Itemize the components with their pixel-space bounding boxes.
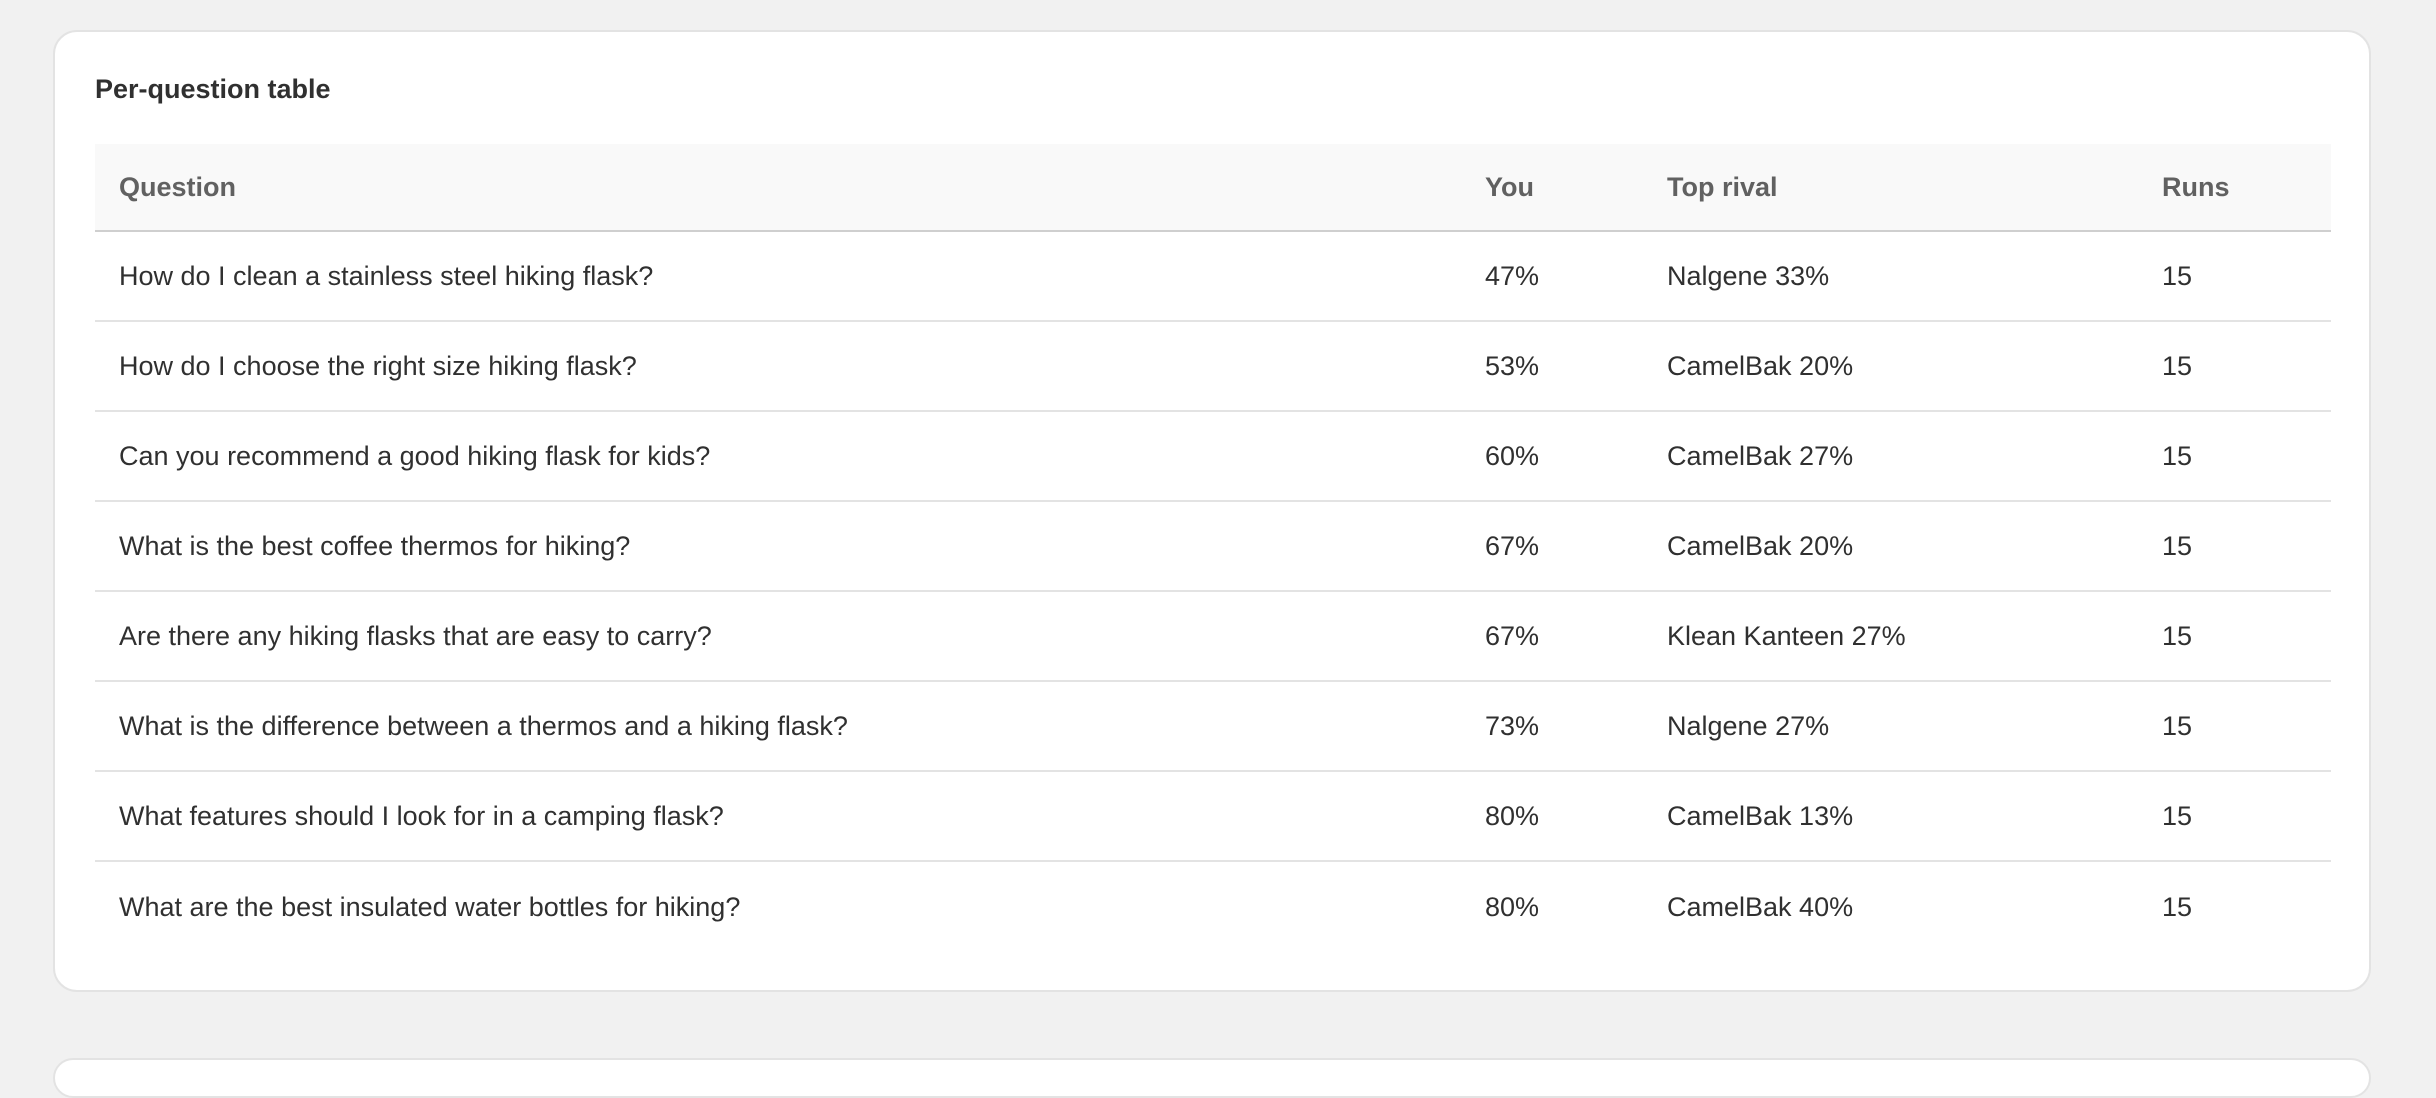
table-cell: Are there any hiking flasks that are eas… — [119, 620, 712, 651]
table-cell: 80% — [1485, 891, 1540, 922]
table-row: Can you recommend a good hiking flask fo… — [95, 412, 2331, 502]
header-cell: You — [1485, 171, 1534, 202]
table-cell: 67% — [1485, 530, 1540, 561]
table-cell: What are the best insulated water bottle… — [119, 891, 741, 922]
table-row: What is the best coffee thermos for hiki… — [95, 502, 2331, 592]
table-cell: 67% — [1485, 620, 1540, 651]
table-cell: CamelBak 20% — [1667, 350, 1854, 381]
table-cell: 53% — [1485, 350, 1540, 381]
table-cell: 15 — [2162, 440, 2193, 471]
table-cell: CamelBak 13% — [1667, 800, 1854, 831]
table-cell: 47% — [1485, 260, 1540, 291]
table-row: Are there any hiking flasks that are eas… — [95, 592, 2331, 682]
next-card — [53, 1058, 2371, 1098]
table-cell: CamelBak 20% — [1667, 530, 1854, 561]
table-cell: 15 — [2162, 800, 2193, 831]
card-title: Per-question table — [95, 74, 331, 104]
table-cell: What is the difference between a thermos… — [119, 710, 848, 741]
table-row: What are the best insulated water bottle… — [95, 862, 2331, 952]
table-cell: 15 — [2162, 620, 2193, 651]
table-cell: CamelBak 27% — [1667, 440, 1854, 471]
table-header: Question You Top rival Runs — [95, 144, 2331, 232]
table-cell: Can you recommend a good hiking flask fo… — [119, 440, 711, 471]
page: Per-question table Question You Top rival R… — [53, 30, 2371, 1098]
table-cell: 15 — [2162, 710, 2193, 741]
table-cell: 60% — [1485, 440, 1540, 471]
table-cell: How do I clean a stainless steel hiking … — [119, 260, 654, 291]
table: Question You Top rival Runs How do I clean a… — [95, 144, 2331, 952]
table-row: How do I clean a stainless steel hiking … — [95, 232, 2331, 322]
table-row: What features should I look for in a cam… — [95, 772, 2331, 862]
header-cell: Top rival — [1667, 171, 1778, 202]
table-cell: CamelBak 40% — [1667, 891, 1854, 922]
table-cell: Klean Kanteen 27% — [1667, 620, 1906, 651]
table-cell: What features should I look for in a cam… — [119, 800, 724, 831]
table-cell: What is the best coffee thermos for hiki… — [119, 530, 631, 561]
table-cell: 15 — [2162, 260, 2193, 291]
header-cell: Runs — [2162, 171, 2230, 202]
table-cell: Nalgene 33% — [1667, 260, 1830, 291]
card: Per-question table Question You Top rival R… — [53, 30, 2371, 992]
table-cell: 15 — [2162, 891, 2193, 922]
table-cell: 80% — [1485, 800, 1540, 831]
table-cell: Nalgene 27% — [1667, 710, 1830, 741]
table-row: What is the difference between a thermos… — [95, 682, 2331, 772]
table-cell: 15 — [2162, 530, 2193, 561]
table-row: How do I choose the right size hiking fl… — [95, 322, 2331, 412]
table-cell: 15 — [2162, 350, 2193, 381]
table-cell: How do I choose the right size hiking fl… — [119, 350, 637, 381]
header-cell: Question — [119, 171, 237, 202]
table-cell: 73% — [1485, 710, 1540, 741]
